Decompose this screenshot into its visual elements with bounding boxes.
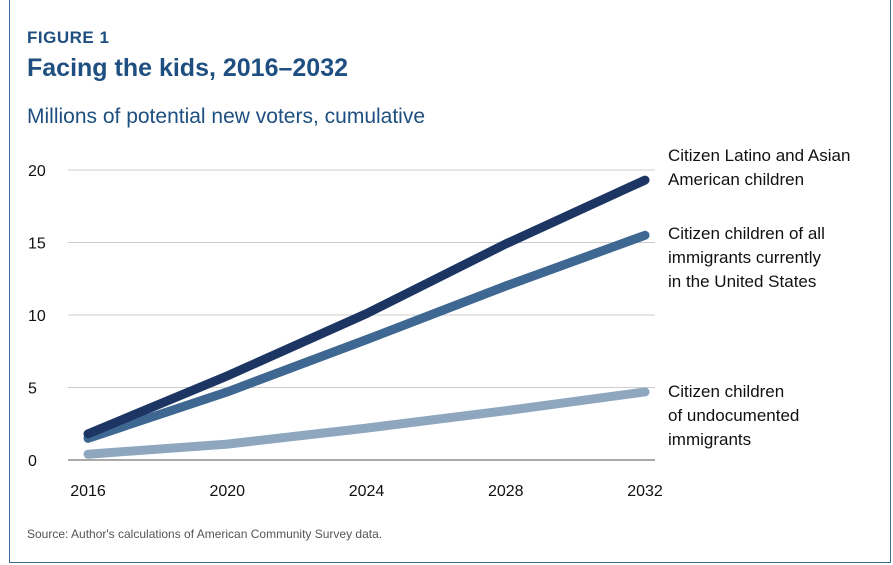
series-label-line: Citizen Latino and Asian <box>668 146 851 165</box>
series-label-line: Citizen children <box>668 382 785 401</box>
series-label-undocumented: Citizen children of undocumented immigra… <box>668 380 883 452</box>
series-line-0 <box>83 175 650 439</box>
series-label-line: Citizen children of all <box>668 224 825 243</box>
chart-subtitle: Millions of potential new voters, cumula… <box>27 105 426 128</box>
series-line-2 <box>83 387 650 459</box>
series-line-1 <box>83 230 650 443</box>
x-axis-ticks: 2016 2020 2024 2028 2032 <box>70 483 663 500</box>
x-tick-label: 2016 <box>70 483 106 500</box>
x-tick-label: 2024 <box>349 483 385 500</box>
series-lines <box>83 175 650 459</box>
series-label-line: immigrants currently <box>668 248 822 267</box>
series-label-all-immigrants: Citizen children of all immigrants curre… <box>668 222 883 294</box>
series-label-latino-asian: Citizen Latino and Asian American childr… <box>668 144 883 192</box>
series-label-line: American children <box>668 170 805 189</box>
series-label-line: in the United States <box>668 272 817 291</box>
y-axis-ticks: 0 5 10 15 20 <box>28 163 46 470</box>
figure-frame <box>9 0 891 563</box>
figure-label: FIGURE 1 <box>27 28 110 47</box>
series-label-line: of undocumented <box>668 406 800 425</box>
x-tick-label: 2028 <box>488 483 524 500</box>
x-tick-label: 2020 <box>209 483 245 500</box>
source-note: Source: Author's calculations of America… <box>27 527 383 541</box>
series-label-line: immigrants <box>668 430 752 449</box>
y-tick-label: 0 <box>28 453 37 470</box>
y-tick-label: 10 <box>28 308 46 325</box>
x-tick-label: 2032 <box>627 483 663 500</box>
y-tick-label: 5 <box>28 381 37 398</box>
chart-title: Facing the kids, 2016–2032 <box>27 54 349 82</box>
y-tick-label: 15 <box>28 236 46 253</box>
y-tick-label: 20 <box>28 163 46 180</box>
